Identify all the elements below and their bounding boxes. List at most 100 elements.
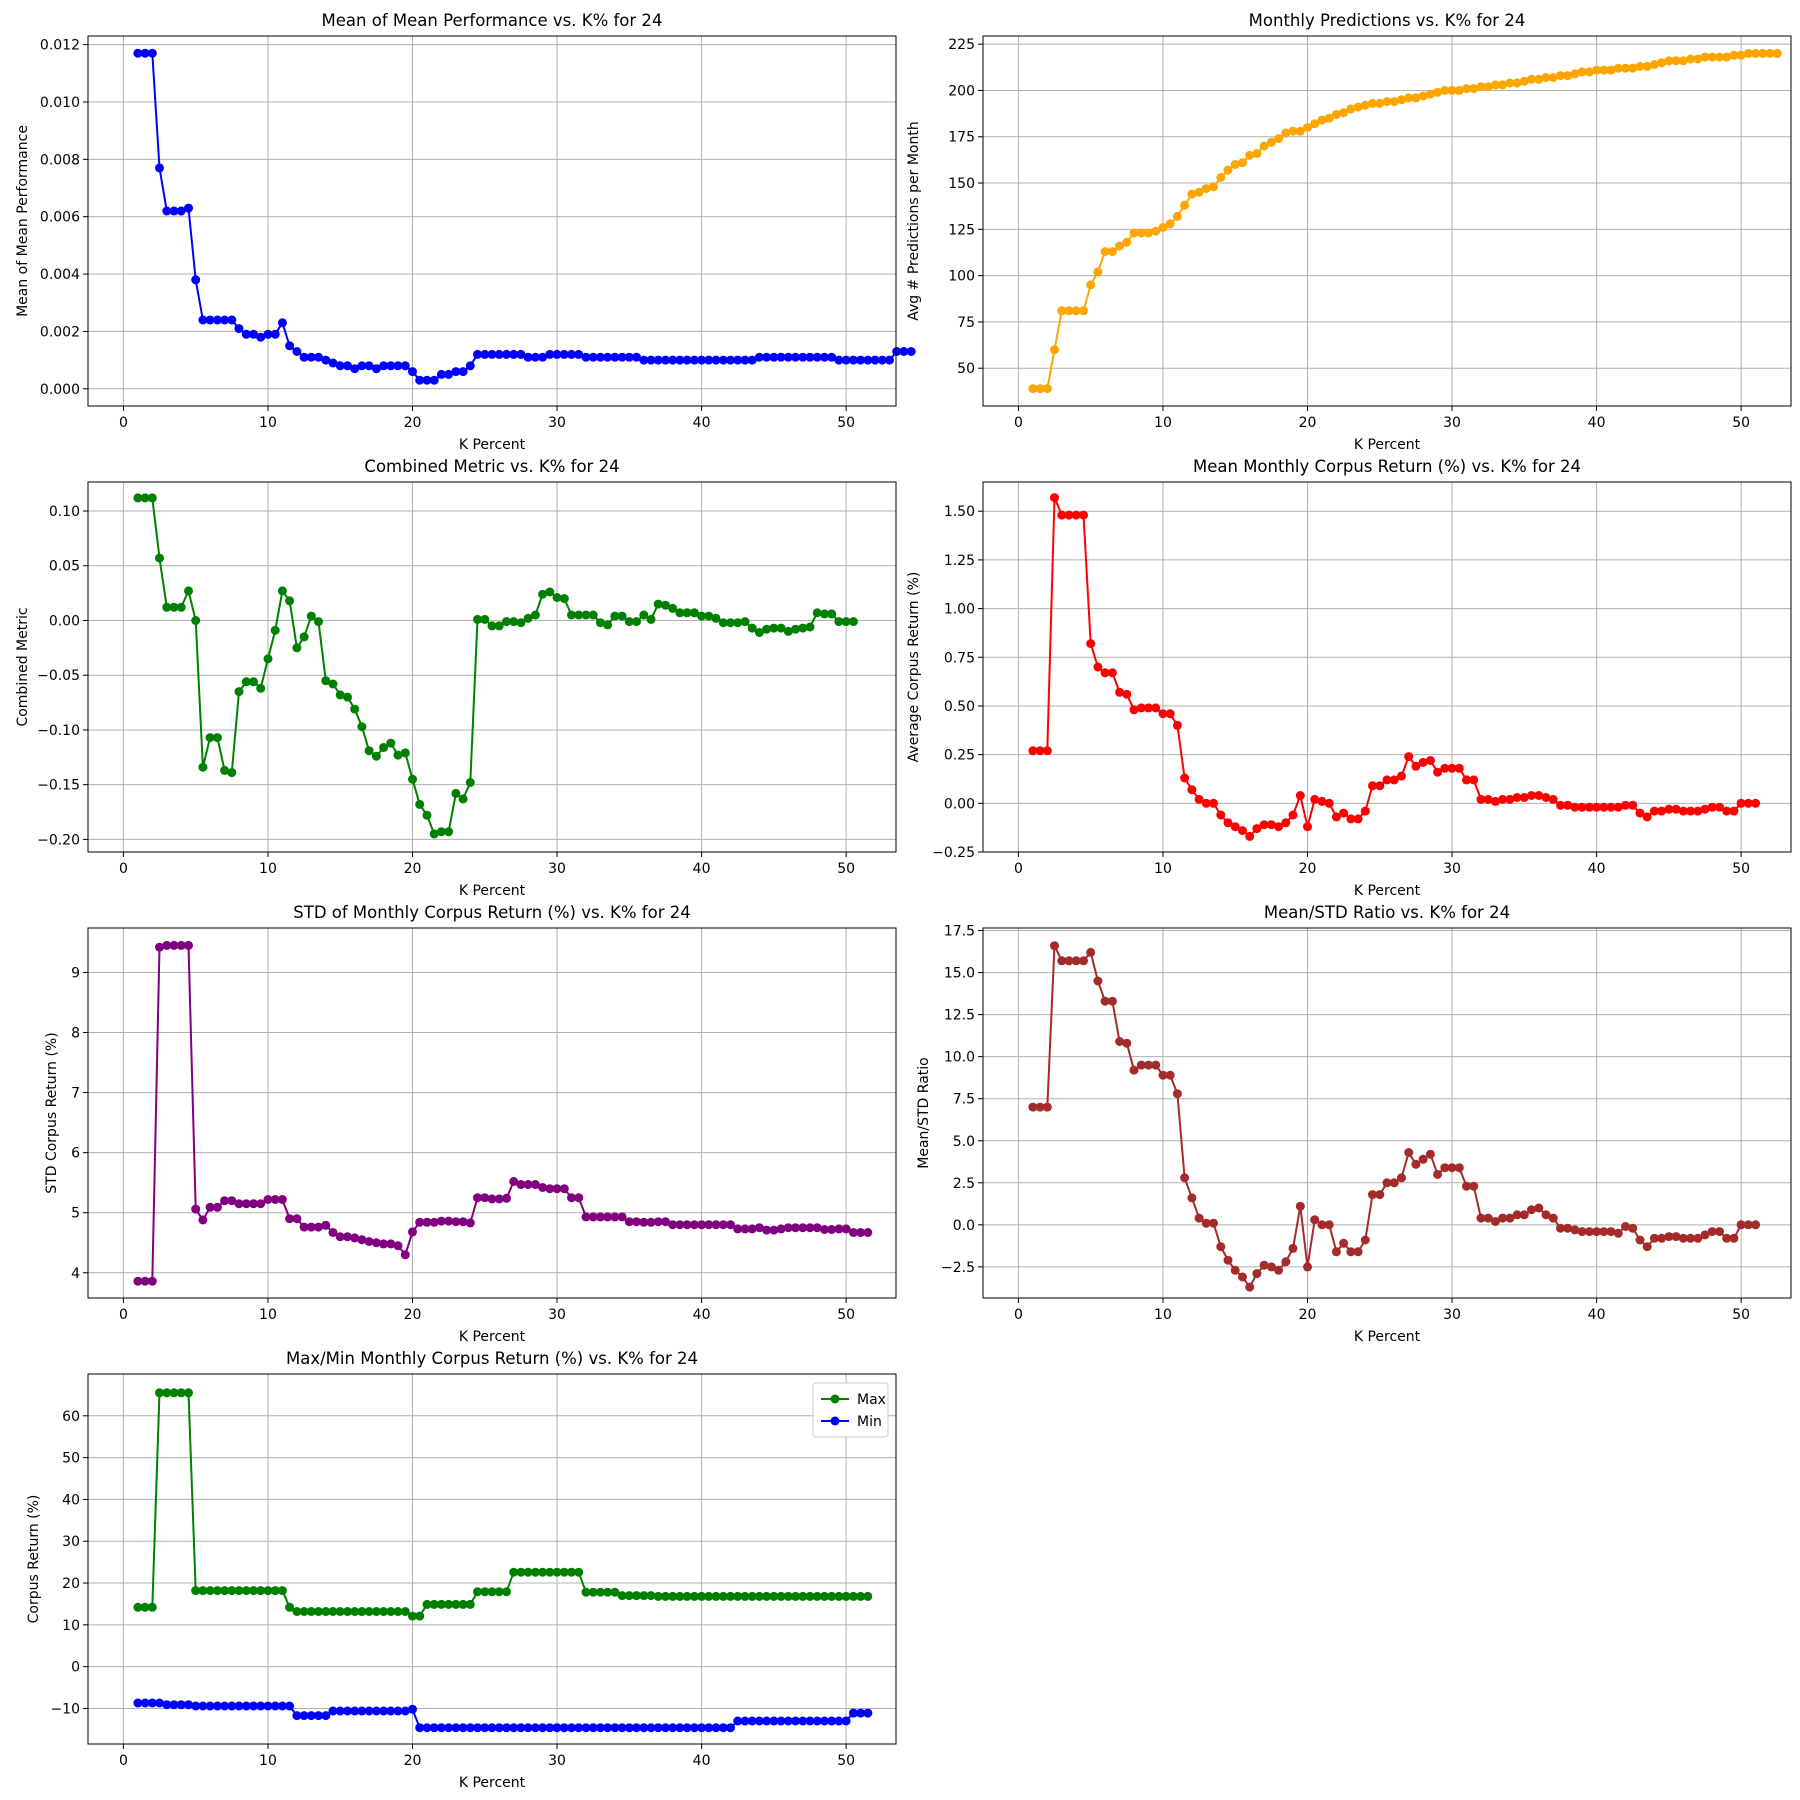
chart-panel-5: 0 10 20 30 40 50 4 5 6 7 8 9 STD of Monthly Corpus R… [44,903,897,1345]
data-point [473,1587,482,1597]
data-point [1404,93,1414,103]
data-point [212,1586,222,1596]
data-point [1425,1149,1435,1159]
data-point [1505,794,1515,804]
data-point [1223,818,1233,828]
data-point [1700,804,1710,814]
data-point [805,1716,815,1726]
data-point [249,1199,258,1209]
data-point [198,1701,208,1711]
data-point [841,617,851,627]
data-point [176,1700,186,1710]
data-point [335,690,345,700]
data-point [769,623,779,633]
data-point [711,1220,721,1230]
data-point [718,355,728,365]
data-point [169,940,179,950]
data-point [306,352,316,362]
data-point [1252,1269,1262,1279]
data-point [632,352,641,362]
data-point [646,1723,656,1733]
data-point [595,1723,605,1733]
data-point [133,48,143,58]
data-point [1042,384,1052,394]
data-point [1628,63,1638,73]
data-point [1209,798,1218,808]
data-point [1360,1235,1370,1245]
data-point [516,349,526,359]
data-point [198,315,208,325]
data-point [754,628,764,637]
data-point [791,1223,800,1233]
data-point [1353,814,1363,824]
data-point [1505,78,1515,88]
data-point [277,318,287,328]
data-point [711,1591,721,1601]
data-point [1129,705,1139,715]
data-point [1201,184,1211,194]
x-axis-label: K Percent [1354,1329,1421,1345]
gridlines [983,928,1791,1298]
y-tick-label: 75 [957,315,975,331]
data-point [429,829,439,839]
data-point [299,352,309,362]
data-point [1281,1257,1291,1267]
data-point [1397,95,1406,105]
data-point [371,1706,381,1716]
data-point [1230,160,1240,169]
data-point [364,361,374,371]
data-point [603,620,613,630]
data-point [538,352,548,362]
data-point [277,1586,287,1596]
data-point [191,1204,201,1214]
data-point [480,614,490,624]
data-point [1534,791,1544,800]
data-point [1129,1065,1139,1075]
data-point [769,352,779,362]
data-point [603,1587,613,1597]
y-tick-label: 0.00 [49,613,80,629]
x-tick-label: 50 [1732,1307,1750,1323]
data-point [1028,1102,1038,1112]
data-point [574,1193,584,1203]
data-point [328,679,338,689]
data-point [798,352,808,362]
data-point [1064,306,1074,316]
data-point [234,324,244,334]
data-point [689,1723,699,1733]
data-point [299,632,309,642]
data-point [357,361,367,371]
data-point [812,1591,822,1601]
data-point [306,1222,316,1232]
y-tick-label: −0.20 [37,832,80,848]
data-point [350,1706,360,1716]
data-point [1122,237,1132,247]
data-point [184,940,193,950]
data-point [155,1698,164,1708]
data-point [1389,97,1399,107]
data-point [509,617,519,627]
data-point [1216,1242,1226,1252]
data-point [1736,50,1746,60]
data-point [198,1215,208,1225]
data-point [220,1586,230,1596]
data-point [1404,752,1414,762]
y-tick-label: 1.50 [944,504,975,520]
data-point [1621,63,1630,73]
data-point [364,1706,374,1716]
data-point [783,352,793,362]
data-point [1216,810,1226,820]
data-point [1274,1265,1284,1275]
data-point [848,1708,858,1718]
data-point [1238,158,1247,168]
data-point [827,1716,837,1726]
data-point [1613,1228,1623,1238]
data-point [429,1217,439,1227]
data-point [502,1723,511,1733]
chart-panel-2: 0 10 20 30 40 50 50 75 100 125 150 175 200 225 Monthly… [906,11,1792,453]
data-point [241,1586,251,1596]
data-point [870,355,880,365]
data-point [364,1607,374,1616]
data-point [661,600,670,610]
data-point [191,616,201,625]
